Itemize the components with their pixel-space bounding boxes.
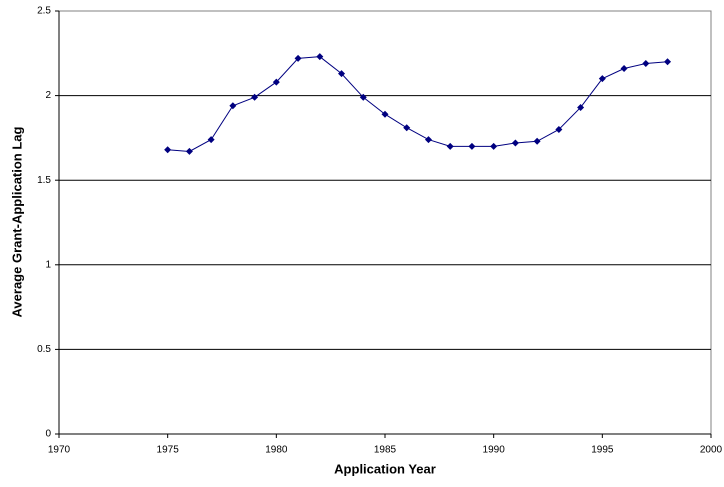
data-line bbox=[167, 56, 668, 152]
y-tick-label: 2 bbox=[45, 90, 51, 101]
data-point bbox=[316, 53, 324, 61]
data-point bbox=[468, 142, 476, 150]
data-point bbox=[533, 137, 541, 145]
y-tick-label: 0.5 bbox=[37, 344, 51, 355]
plot-border bbox=[58, 10, 712, 435]
data-point bbox=[207, 136, 215, 144]
y-tick-label: 2.5 bbox=[37, 6, 51, 17]
data-point bbox=[338, 70, 346, 78]
data-point bbox=[359, 93, 367, 101]
x-tick-label: 1970 bbox=[48, 445, 71, 456]
data-point bbox=[229, 102, 237, 110]
data-point bbox=[555, 125, 563, 133]
data-point bbox=[294, 54, 302, 62]
x-axis-title: Application Year bbox=[334, 461, 436, 476]
x-tick-label: 1980 bbox=[265, 445, 288, 456]
y-tick-label: 1 bbox=[45, 259, 51, 270]
data-point bbox=[272, 78, 280, 86]
data-point bbox=[381, 110, 389, 118]
data-point bbox=[251, 93, 259, 101]
data-point bbox=[511, 139, 519, 147]
data-point bbox=[164, 146, 172, 154]
data-point bbox=[620, 65, 628, 73]
x-tick-label: 1985 bbox=[374, 445, 397, 456]
y-axis-title: Average Grant-Application Lag bbox=[9, 126, 24, 317]
y-tick-label: 1.5 bbox=[37, 175, 51, 186]
x-tick-label: 1990 bbox=[483, 445, 506, 456]
data-point bbox=[577, 103, 585, 111]
x-tick-label: 1975 bbox=[157, 445, 180, 456]
data-point bbox=[664, 58, 672, 66]
x-tick-label: 2000 bbox=[700, 445, 723, 456]
data-point bbox=[490, 142, 498, 150]
data-point bbox=[403, 124, 411, 132]
x-tick-label: 1995 bbox=[591, 445, 614, 456]
y-tick-label: 0 bbox=[45, 429, 51, 440]
data-point bbox=[185, 147, 193, 155]
data-point bbox=[598, 75, 606, 83]
data-point bbox=[642, 59, 650, 67]
data-point bbox=[424, 136, 432, 144]
data-point bbox=[446, 142, 454, 150]
